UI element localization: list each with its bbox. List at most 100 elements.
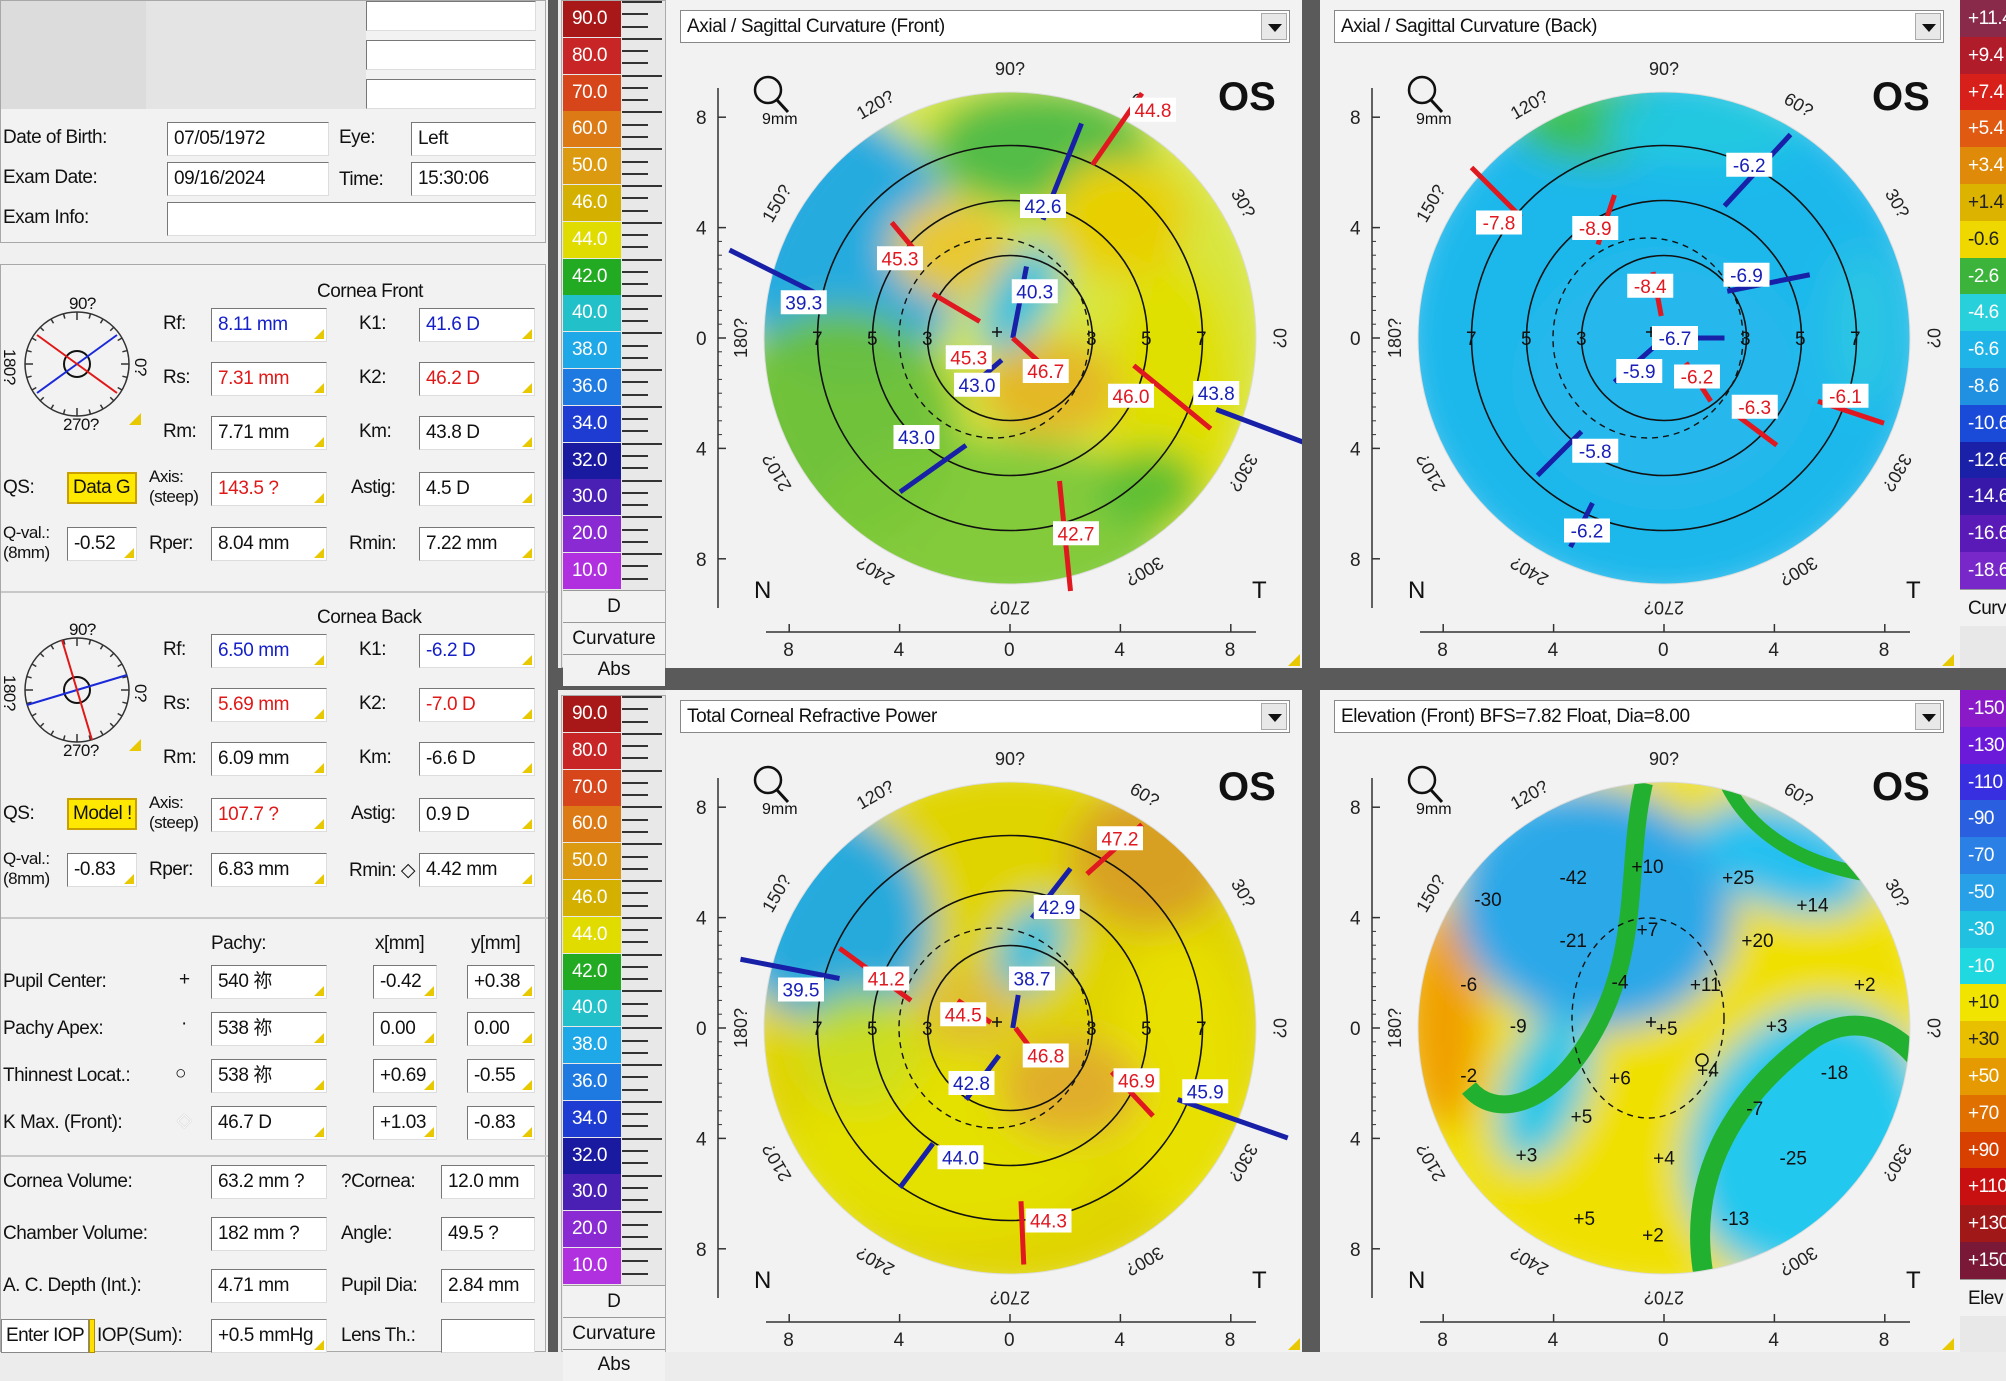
map-mode-dropdown[interactable]: Total Corneal Refractive Power xyxy=(680,700,1290,733)
resize-handle[interactable] xyxy=(1288,654,1300,666)
difference-color-scale[interactable]: +11.4+9.4+7.4+5.4+3.4+1.4-0.6-2.6-4.6-6.… xyxy=(1960,0,2006,668)
map-mode-dropdown[interactable]: Elevation (Front) BFS=7.82 Float, Dia=8.… xyxy=(1334,700,1944,733)
patient-id-field[interactable] xyxy=(366,79,536,109)
front-curvature-map[interactable]: Axial / Sagittal Curvature (Front) 8 8 4 4 0 0… xyxy=(666,0,1302,668)
pachy-apex-x-field[interactable]: 0.00 xyxy=(373,1012,437,1046)
eye-field[interactable]: Left xyxy=(411,122,536,156)
pachy-apex-y-field[interactable]: 0.00 xyxy=(467,1012,535,1046)
back-rper-field[interactable]: 6.83 mm xyxy=(211,853,327,887)
front-rf-field[interactable]: 8.11 mm xyxy=(211,308,327,342)
back-rf-field[interactable]: 6.50 mm xyxy=(211,634,327,668)
time-field[interactable]: 15:30:06 xyxy=(411,162,536,196)
front-rmin-field[interactable]: 7.22 mm xyxy=(419,527,535,561)
scale-value: 46.0 xyxy=(563,880,621,916)
zoom-icon[interactable] xyxy=(1407,75,1444,114)
cornea-volume-field[interactable]: 63.2 mm ? xyxy=(211,1165,327,1199)
back-astig-field[interactable]: 0.9 D xyxy=(419,798,535,832)
chevron-down-icon[interactable] xyxy=(1915,703,1941,730)
thinnest-pachy-field[interactable]: 538 祢 xyxy=(211,1059,327,1093)
pupil-center-x-field[interactable]: -0.42 xyxy=(373,965,437,999)
resize-handle[interactable] xyxy=(1288,1338,1300,1350)
scale-tick xyxy=(622,941,648,944)
scale-tick xyxy=(622,1039,648,1042)
chevron-down-icon[interactable] xyxy=(1261,703,1287,730)
angle-field[interactable]: 49.5 ? xyxy=(441,1217,535,1251)
back-curvature-map[interactable]: Axial / Sagittal Curvature (Back) 8 8 4 4 0 0 4… xyxy=(1320,0,1960,668)
topography-map[interactable]: 884400448833557790?60?30?0?330?300?270?2… xyxy=(666,48,1302,668)
zoom-level: 9mm xyxy=(1416,801,1452,818)
back-axis-field[interactable]: 107.7 ? xyxy=(211,798,327,832)
resize-handle[interactable] xyxy=(1942,654,1954,666)
map-mode-dropdown[interactable]: Axial / Sagittal Curvature (Front) xyxy=(680,10,1290,43)
kmax-x-field[interactable]: +1.03 xyxy=(373,1106,437,1140)
map-mode-dropdown[interactable]: Axial / Sagittal Curvature (Back) xyxy=(1334,10,1944,43)
scale-type-label: Curv xyxy=(1960,588,2006,626)
chevron-down-icon[interactable] xyxy=(1261,13,1287,40)
back-km-field[interactable]: -6.6 D xyxy=(419,742,535,776)
back-axis-label: Axis: xyxy=(149,793,184,812)
patient-firstname-field[interactable] xyxy=(366,40,536,70)
front-qs-label: QS: xyxy=(3,477,35,498)
back-qs-badge[interactable]: Model ! xyxy=(67,798,137,830)
front-k1-field[interactable]: 41.6 D xyxy=(419,308,535,342)
back-rmin-field[interactable]: 4.42 mm xyxy=(419,853,535,887)
elevation-value-label: +2 xyxy=(1854,975,1876,996)
elevation-color-scale[interactable]: -150 -130 -110 -90 -70 -50 -30 -10 +10 +30 +50 +70 +… xyxy=(1960,690,2006,1352)
front-km-field[interactable]: 43.8 D xyxy=(419,416,535,450)
zoom-icon[interactable] xyxy=(753,765,790,804)
front-rs-field[interactable]: 7.31 mm xyxy=(211,362,327,396)
lens-thickness-field[interactable] xyxy=(441,1319,535,1353)
pupil-center-pachy-field[interactable]: 540 祢 xyxy=(211,965,327,999)
front-astig-field[interactable]: 4.5 D xyxy=(419,472,535,506)
back-k2-field[interactable]: -7.0 D xyxy=(419,688,535,722)
zoom-icon[interactable] xyxy=(1407,765,1444,804)
back-k1-field[interactable]: -6.2 D xyxy=(419,634,535,668)
nasal-label: N xyxy=(1408,1267,1425,1294)
enter-iop-button[interactable]: Enter IOP xyxy=(1,1319,89,1353)
pupil-center-y-field[interactable]: +0.38 xyxy=(467,965,535,999)
exam-date-field[interactable]: 09/16/2024 xyxy=(167,162,329,196)
pupil-outline xyxy=(898,927,1090,1129)
kmax-y-field[interactable]: -0.83 xyxy=(467,1106,535,1140)
front-rm-field[interactable]: 7.71 mm xyxy=(211,416,327,450)
meridian-label: 120? xyxy=(853,86,898,123)
curvature-color-scale[interactable]: 90.0 80.0 70.0 60.0 50.0 46.0 44.0 42.0 40.0 38.0… xyxy=(561,0,666,686)
curvature-color-scale[interactable]: 90.0 80.0 70.0 60.0 50.0 46.0 44.0 42.0 40.0 38.0… xyxy=(561,695,666,1381)
resize-handle[interactable] xyxy=(1942,1338,1954,1350)
refractive-power-map[interactable]: Total Corneal Refractive Power 8 8 4 4 0 0 4 4 8 8… xyxy=(666,690,1302,1352)
zoom-icon[interactable] xyxy=(753,75,790,114)
front-qval-field[interactable]: -0.52 xyxy=(67,527,137,561)
pupil-dia-field[interactable]: 2.84 mm xyxy=(441,1269,535,1303)
cornea-thickness-field[interactable]: 12.0 mm xyxy=(441,1165,535,1199)
front-rper-field[interactable]: 8.04 mm xyxy=(211,527,327,561)
scale-value: 42.0 xyxy=(563,258,621,295)
front-qs-badge[interactable]: Data G xyxy=(67,472,137,504)
meridian-label: 60? xyxy=(1781,89,1817,121)
chevron-down-icon[interactable] xyxy=(1915,13,1941,40)
kmax-value-field[interactable]: 46.7 D xyxy=(211,1106,327,1140)
thinnest-y-field[interactable]: -0.55 xyxy=(467,1059,535,1093)
scale-tick xyxy=(622,990,662,993)
topography-map[interactable]: 8 8 4 4 0 0 4 4 8 8 90? 60? 30? 0? 330? 300? 270? 240? 210… xyxy=(1320,738,1956,1352)
back-rm-field[interactable]: 6.09 mm xyxy=(211,742,327,776)
patient-name-field[interactable] xyxy=(366,1,536,31)
thinnest-x-field[interactable]: +0.69 xyxy=(373,1059,437,1093)
acd-field[interactable]: 4.71 mm xyxy=(211,1269,327,1303)
iop-sum-field[interactable]: +0.5 mmHg xyxy=(211,1319,327,1353)
curvature-value-label: -7.8 xyxy=(1483,214,1516,235)
exam-info-field[interactable] xyxy=(167,202,536,236)
dob-field[interactable]: 07/05/1972 xyxy=(167,122,329,156)
scale-tick xyxy=(622,295,662,298)
chamber-volume-field[interactable]: 182 mm ? xyxy=(211,1217,327,1251)
scale-tick xyxy=(622,904,648,907)
value-label-bg xyxy=(1652,326,1698,350)
meridian-label: 30? xyxy=(1227,185,1259,221)
back-rs-field[interactable]: 5.69 mm xyxy=(211,688,327,722)
back-qval-field[interactable]: -0.83 xyxy=(67,853,137,887)
pachy-apex-pachy-field[interactable]: 538 祢 xyxy=(211,1012,327,1046)
front-elevation-map[interactable]: Elevation (Front) BFS=7.82 Float, Dia=8.… xyxy=(1320,690,1960,1352)
front-k2-field[interactable]: 46.2 D xyxy=(419,362,535,396)
front-axis-field[interactable]: 143.5 ? xyxy=(211,472,327,506)
